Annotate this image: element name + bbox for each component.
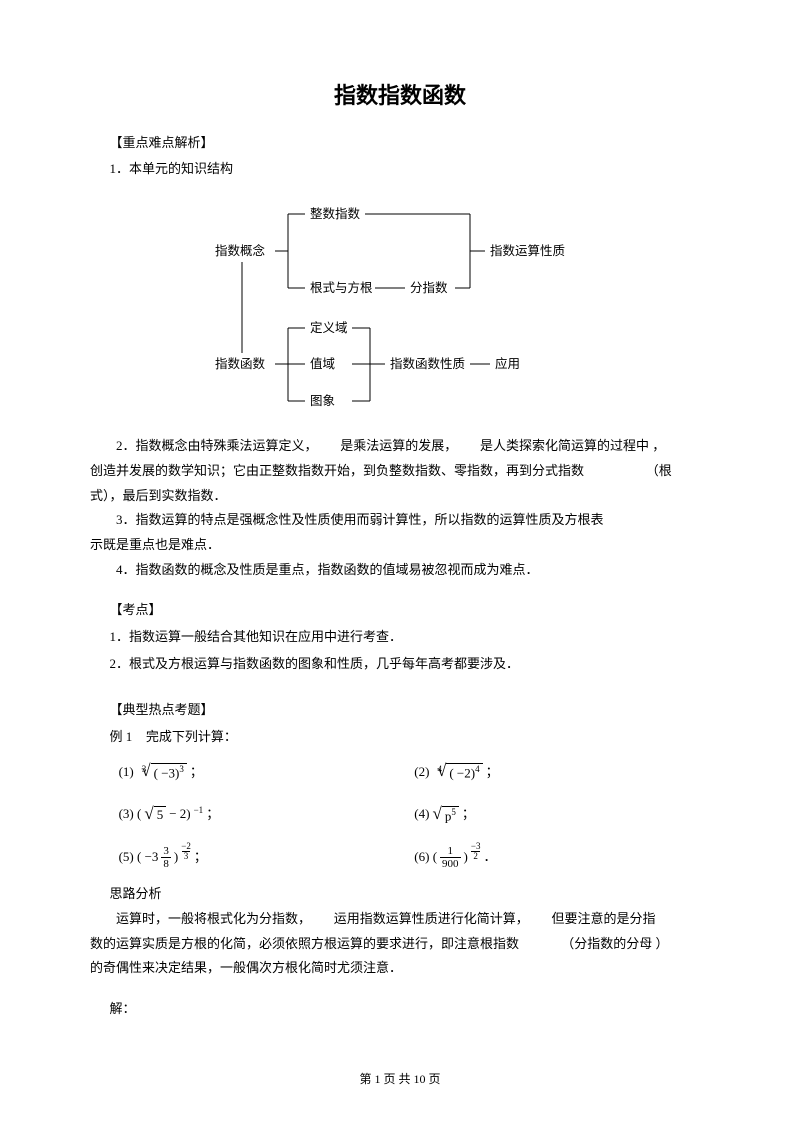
label: (6) ( (414, 845, 437, 870)
label: (4) (414, 802, 429, 827)
total-pages: 10 (414, 1072, 426, 1086)
fraction: 38 (161, 845, 171, 870)
text: 运用指数运算性质进行化简计算， (334, 911, 529, 926)
diag-node-concept: 指数概念 (215, 243, 266, 258)
diag-node-fnprop: 指数函数性质 (390, 356, 465, 371)
example-1-title: 例 1 完成下列计算： (90, 725, 710, 750)
diag-node-expfn: 指数函数 (215, 356, 266, 371)
text: 页 共 (383, 1072, 410, 1086)
sqrt-icon: √5 (144, 806, 166, 823)
diag-node-app: 应用 (495, 356, 520, 371)
exponent: −1 (194, 802, 204, 819)
heading-hot: 【典型热点考题】 (90, 698, 710, 723)
cube-root-icon: 3√ ( −3)3 (137, 763, 187, 781)
text: （分指数的分母 ） (561, 936, 668, 951)
exponent-fraction: −2 3 (181, 842, 191, 861)
text: ； (190, 760, 203, 785)
exam-point-1: 1．指数运算一般结合其他知识在应用中进行考查． (90, 625, 710, 650)
label: (3) ( (119, 802, 142, 827)
text: 是人类探索化简运算的过程中 ， (480, 438, 665, 453)
paragraph-2-line3: 式），最后到实数指数． (90, 484, 710, 509)
paragraph-3-line2: 示既是重点也是难点． (90, 533, 710, 558)
heading-exam: 【考点】 (90, 598, 710, 623)
text: 运算时，一般将根式化为分指数， (116, 911, 311, 926)
text: 页 (429, 1072, 441, 1086)
thinking-para-line3: 的奇偶性来决定结果，一般偶次方根化简时尤须注意． (90, 956, 710, 981)
equation-3: (3) ( √5 − 2) −1 ； (119, 802, 415, 827)
heading-structure: 1．本单元的知识结构 (90, 157, 710, 182)
diag-node-root: 根式与方根 (310, 280, 373, 295)
text: （根 (646, 463, 672, 478)
page-footer: 第 1 页 共 10 页 (0, 1068, 800, 1091)
text: ) (174, 845, 178, 870)
sqrt-icon: √ p5 (432, 806, 458, 824)
exam-point-2: 2．根式及方根运算与指数函数的图象和性质，几乎每年高考都要涉及． (90, 652, 710, 677)
text: 例 1 (110, 729, 133, 744)
text: 但要注意的是分指 (552, 911, 656, 926)
label: (2) (414, 760, 429, 785)
heading-analysis: 【重点难点解析】 (90, 131, 710, 156)
text: − 2) (169, 802, 190, 827)
equation-6: (6) ( 1900 ) −3 2 ． (414, 845, 710, 870)
fraction: 1900 (440, 845, 461, 870)
text: 第 (359, 1072, 371, 1086)
text: ； (206, 802, 219, 827)
knowledge-structure-diagram: 指数概念 整数指数 根式与方根 分指数 指数运算性质 指数函数 定义域 值域 图… (180, 196, 620, 416)
text: 是乘法运算的发展， (340, 438, 457, 453)
equation-5: (5) ( −3 38 ) −2 3 ； (119, 845, 415, 870)
thinking-para: 运算时，一般将根式化为分指数， 运用指数运算性质进行化简计算， 但要注意的是分指 (90, 907, 710, 932)
paragraph-4: 4．指数函数的概念及性质是重点，指数函数的值域易被忽视而成为难点． (90, 558, 710, 583)
equation-1: (1) 3√ ( −3)3 ； (119, 760, 415, 785)
diag-node-graph: 图象 (310, 394, 335, 408)
text: 创造并发展的数学知识；它由正整数指数开始，到负整数指数、零指数，再到分式指数 (90, 463, 584, 478)
text: ； (194, 845, 207, 870)
paragraph-2: 2．指数概念由特殊乘法运算定义， 是乘法运算的发展， 是人类探索化简运算的过程中… (90, 434, 710, 459)
paragraph-2-line2: 创造并发展的数学知识；它由正整数指数开始，到负整数指数、零指数，再到分式指数 （… (90, 459, 710, 484)
text: ) (464, 845, 468, 870)
current-page: 1 (374, 1072, 380, 1086)
equation-4: (4) √ p5 ； (414, 802, 710, 827)
diag-node-expprop: 指数运算性质 (490, 243, 565, 258)
page-title: 指数指数函数 (90, 75, 710, 117)
label: (5) ( −3 (119, 845, 159, 870)
equation-grid: (1) 3√ ( −3)3 ； (2) 4√ ( −2)4 ； (3) ( √5… (90, 760, 710, 871)
text: 2．指数概念由特殊乘法运算定义， (116, 438, 318, 453)
thinking-para-line2: 数的运算实质是方根的化简，必须依照方根运算的要求进行，即注意根指数 （分指数的分… (90, 932, 710, 957)
thinking-heading: 思路分析 (90, 882, 710, 907)
text: 完成下列计算： (146, 729, 237, 744)
diag-node-intexp: 整数指数 (310, 206, 361, 221)
diag-node-fracexp: 分指数 (410, 280, 448, 295)
diag-node-domain: 定义域 (310, 320, 348, 335)
text: 数的运算实质是方根的化简，必须依照方根运算的要求进行，即注意根指数 (90, 936, 519, 951)
solution-heading: 解： (90, 997, 710, 1022)
fourth-root-icon: 4√ ( −2)4 (432, 763, 482, 781)
paragraph-3: 3．指数运算的特点是强概念性及性质使用而弱计算性，所以指数的运算性质及方根表 (90, 508, 710, 533)
text: ； (486, 760, 499, 785)
exponent-fraction: −3 2 (471, 842, 481, 861)
text: ． (483, 845, 496, 870)
text: ； (462, 802, 475, 827)
label: (1) (119, 760, 134, 785)
equation-2: (2) 4√ ( −2)4 ； (414, 760, 710, 785)
diag-node-range: 值域 (310, 356, 335, 371)
